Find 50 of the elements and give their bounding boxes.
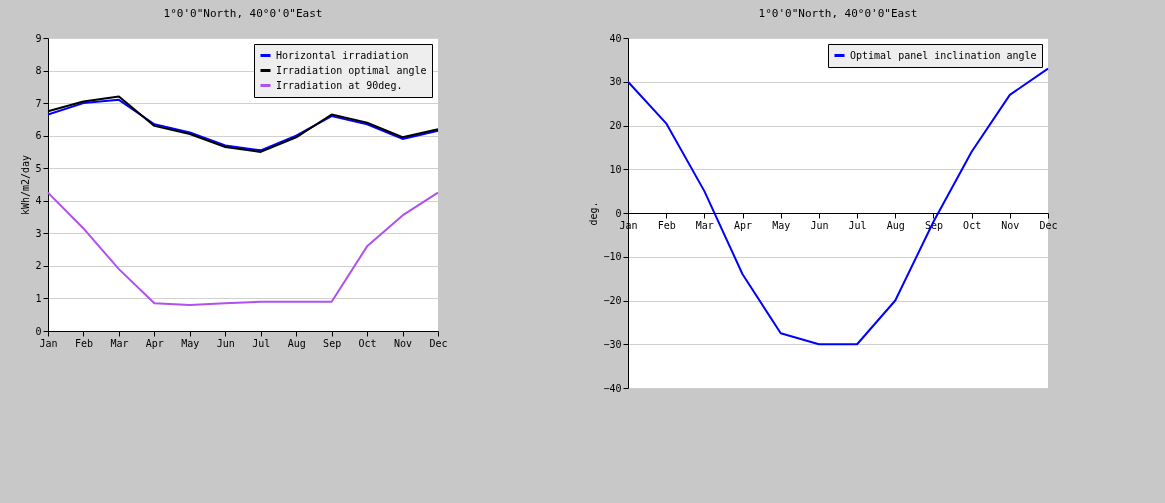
- legend-label: Horizontal irradiation: [276, 49, 409, 61]
- x-tick-label: Dec: [429, 337, 448, 349]
- y-axis-title: deg.: [588, 201, 600, 226]
- x-tick-label: Aug: [886, 219, 905, 231]
- y-tick-label: 10: [609, 163, 622, 175]
- x-tick-label: Feb: [657, 219, 676, 231]
- line-series: [47, 191, 439, 306]
- y-tick-label: 6: [35, 130, 42, 142]
- y-tick-label: 4: [35, 195, 42, 207]
- y-tick-label: 0: [35, 325, 42, 337]
- chart-title: 1°0'0"North, 40°0'0"East: [163, 7, 323, 20]
- x-tick-label: Jun: [216, 337, 235, 349]
- x-tick-label: Dec: [1039, 219, 1058, 231]
- y-tick-label: 0: [615, 207, 622, 219]
- x-tick-label: Mar: [695, 219, 714, 231]
- y-tick-label: 3: [35, 227, 42, 239]
- x-tick-label: Nov: [394, 337, 413, 349]
- y-tick-label: −10: [603, 251, 622, 263]
- x-tick-label: Jan: [39, 337, 58, 349]
- legend-label: Optimal panel inclination angle: [850, 49, 1037, 61]
- x-tick-label: May: [181, 337, 200, 349]
- x-tick-label: Jun: [810, 219, 829, 231]
- y-tick-label: 5: [35, 162, 42, 174]
- x-tick-label: Nov: [1001, 219, 1020, 231]
- x-tick-label: Apr: [145, 337, 164, 349]
- x-tick-label: Jul: [848, 219, 867, 231]
- y-tick-label: 7: [35, 97, 42, 109]
- x-tick-label: Sep: [323, 337, 342, 349]
- y-tick-label: 8: [35, 65, 42, 77]
- legend-label: Irradiation at 90deg.: [276, 79, 403, 91]
- x-tick-label: Jul: [252, 337, 271, 349]
- y-tick-label: −30: [603, 338, 622, 350]
- y-tick-label: 30: [609, 76, 622, 88]
- y-tick-label: 2: [35, 260, 42, 272]
- x-tick-label: May: [772, 219, 791, 231]
- x-tick-label: Oct: [963, 219, 982, 231]
- y-tick-label: −20: [603, 295, 622, 306]
- x-tick-label: Feb: [74, 337, 93, 349]
- y-tick-label: 20: [609, 120, 622, 131]
- y-tick-label: −40: [603, 382, 622, 394]
- y-tick-label: 1: [35, 292, 42, 304]
- y-axis-title: kWh/m2/day: [20, 154, 32, 216]
- x-tick-label: Mar: [110, 337, 129, 349]
- chart-title: 1°0'0"North, 40°0'0"East: [758, 7, 918, 20]
- x-tick-label: Aug: [287, 337, 306, 349]
- y-tick-label: 40: [609, 32, 622, 44]
- y-tick-label: 9: [35, 32, 42, 44]
- legend-label: Irradiation optimal angle: [276, 64, 427, 76]
- x-tick-label: Apr: [734, 219, 753, 231]
- x-tick-label: Oct: [358, 337, 377, 349]
